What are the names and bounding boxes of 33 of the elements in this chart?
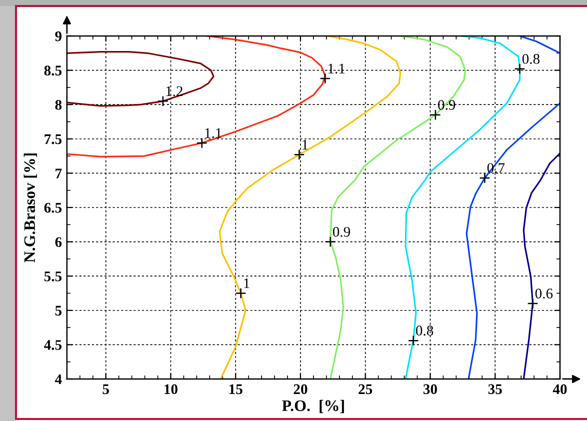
y-tick-label: 5.5 (44, 272, 62, 282)
annotation: 0.8 (416, 326, 434, 336)
line-series (66, 36, 326, 158)
x-tick-label: 15 (229, 384, 242, 394)
y-tick-label: 6.5 (44, 202, 62, 213)
x-tick-label: 25 (358, 384, 372, 394)
y-tick-label: 7.5 (44, 134, 62, 144)
annotation: 1 (244, 278, 250, 288)
x-tick-label: 20 (294, 384, 308, 394)
annotation: 1.1 (328, 64, 345, 74)
y-tick-label: 8.5 (44, 66, 62, 76)
annotation: 1.2 (166, 86, 182, 96)
line-series (522, 152, 560, 379)
y-tick-label: 4 (54, 374, 62, 384)
y-axis-title: N.G.Brasov [%] (24, 153, 38, 262)
y-tick-label: 5 (55, 306, 62, 316)
y-tick-label: 4.5 (44, 340, 62, 350)
x-axis-title: P.O. [%] (282, 400, 344, 414)
x-tick-label: 40 (552, 384, 567, 394)
x-tick-label: 30 (424, 384, 437, 394)
annotation: 1 (302, 140, 308, 150)
y-tick-label: 6 (55, 237, 62, 247)
annotation: 0.9 (332, 226, 350, 237)
y-tick-label: 8 (55, 100, 62, 110)
x-tick-label: 10 (164, 384, 178, 394)
y-tick-label: 9 (55, 31, 62, 42)
annotation: 1.1 (205, 128, 222, 138)
y-tick-label: 7 (56, 168, 62, 178)
line-series (66, 50, 214, 107)
x-tick-label: 35 (488, 384, 502, 394)
x-tick-label: 5 (102, 384, 109, 394)
annotation: 0.8 (522, 54, 540, 64)
annotation: 0.6 (535, 288, 553, 299)
